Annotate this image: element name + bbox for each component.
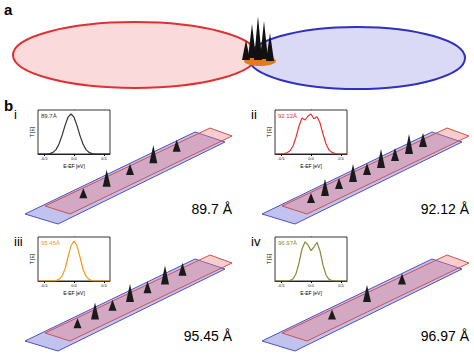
svg-text:-0.5: -0.5 xyxy=(278,283,286,288)
svg-text:T [E]: T [E] xyxy=(266,126,272,137)
svg-text:E-EF [eV]: E-EF [eV] xyxy=(300,163,322,169)
svg-text:0.5: 0.5 xyxy=(338,283,344,288)
svg-text:0.0: 0.0 xyxy=(308,156,314,161)
svg-text:95.45 Å: 95.45 Å xyxy=(184,328,233,344)
svg-text:95.45Å: 95.45Å xyxy=(41,240,60,246)
svg-text:E-EF [eV]: E-EF [eV] xyxy=(300,290,322,296)
svg-text:iv: iv xyxy=(251,234,261,249)
svg-text:E-EF [eV]: E-EF [eV] xyxy=(63,163,85,169)
svg-text:0.0: 0.0 xyxy=(308,283,314,288)
svg-text:92.12Å: 92.12Å xyxy=(278,113,297,119)
svg-text:89.7Å: 89.7Å xyxy=(41,113,57,119)
svg-text:a: a xyxy=(4,1,13,18)
svg-text:T [E]: T [E] xyxy=(29,126,35,137)
svg-text:iii: iii xyxy=(14,234,23,249)
svg-text:b: b xyxy=(4,97,13,114)
svg-text:T [E]: T [E] xyxy=(29,253,35,264)
svg-text:T [E]: T [E] xyxy=(266,253,272,264)
svg-text:96.97 Å: 96.97 Å xyxy=(421,328,470,344)
svg-text:96.97Å: 96.97Å xyxy=(278,240,297,246)
svg-text:-0.5: -0.5 xyxy=(278,156,286,161)
svg-text:E-EF [eV]: E-EF [eV] xyxy=(63,290,85,296)
svg-text:-0.5: -0.5 xyxy=(41,156,49,161)
svg-text:0.5: 0.5 xyxy=(101,156,107,161)
svg-text:0.5: 0.5 xyxy=(101,283,107,288)
svg-text:0.0: 0.0 xyxy=(71,283,77,288)
svg-text:i: i xyxy=(14,107,17,122)
svg-text:92.12 Å: 92.12 Å xyxy=(421,201,470,217)
svg-text:89.7 Å: 89.7 Å xyxy=(192,201,233,217)
svg-text:ii: ii xyxy=(251,107,257,122)
svg-text:-0.5: -0.5 xyxy=(41,283,49,288)
svg-text:0.0: 0.0 xyxy=(71,156,77,161)
svg-text:0.5: 0.5 xyxy=(338,156,344,161)
